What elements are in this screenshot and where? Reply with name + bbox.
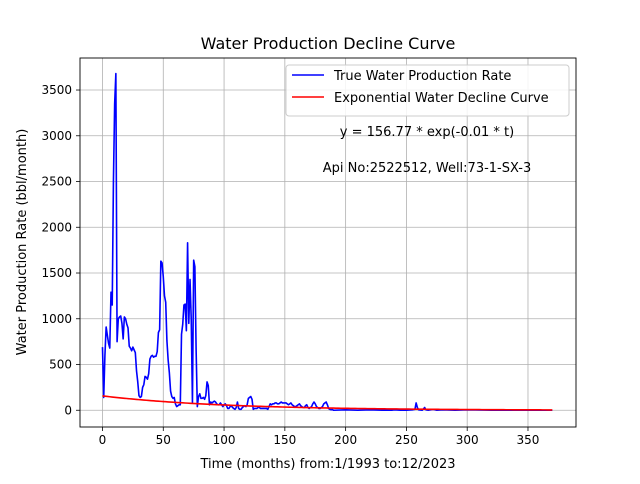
x-tick-label: 250 — [395, 433, 418, 447]
well-annotation: Api No:2522512, Well:73-1-SX-3 — [323, 161, 531, 176]
y-tick-label: 3000 — [41, 129, 72, 143]
series-line-exponential-decline — [102, 395, 553, 411]
y-tick-label: 2500 — [41, 175, 72, 189]
y-tick-label: 1000 — [41, 312, 72, 326]
y-tick-label: 500 — [49, 358, 72, 372]
plot-frame — [79, 57, 577, 428]
tick-layer: 0 50 100 150 200 250 300 3500500100015002000250… — [41, 83, 539, 447]
x-axis-label: Time (months) from:1/1993 to:12/2023 — [199, 457, 455, 472]
y-tick-label: 3500 — [41, 83, 72, 97]
x-tick-label: 50 — [156, 433, 171, 447]
x-tick-label: 200 — [334, 433, 357, 447]
legend: True Water Production Rate Exponential W… — [285, 64, 570, 117]
legend-label-decline-curve: Exponential Water Decline Curve — [334, 91, 549, 106]
formula-annotation: y = 156.77 * exp(-0.01 * t) — [340, 125, 514, 140]
legend-label-true-rate: True Water Production Rate — [333, 69, 511, 84]
x-tick-label: 350 — [517, 433, 540, 447]
x-tick-label: 300 — [456, 433, 479, 447]
x-tick-label: 100 — [213, 433, 236, 447]
series-layer — [101, 72, 553, 412]
chart-title: Water Production Decline Curve — [201, 34, 456, 53]
x-tick-label: 0 — [99, 433, 107, 447]
y-tick-label: 2000 — [41, 220, 72, 234]
legend-box — [285, 64, 570, 117]
y-axis-label: Water Production Rate (bbl/month) — [15, 129, 30, 356]
y-tick-label: 1500 — [41, 266, 72, 280]
x-tick-label: 150 — [273, 433, 296, 447]
y-tick-label: 0 — [64, 403, 72, 417]
grid-layer — [80, 58, 576, 427]
